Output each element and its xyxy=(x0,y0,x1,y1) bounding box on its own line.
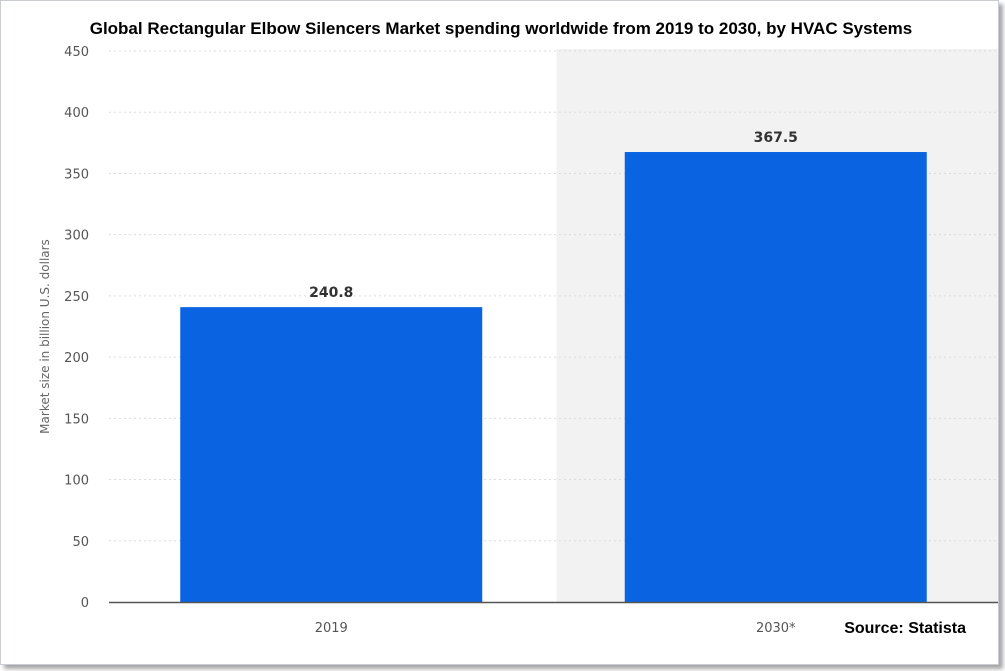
y-tick-label: 250 xyxy=(64,290,89,305)
y-tick-label: 400 xyxy=(64,106,89,121)
data-label: 367.5 xyxy=(754,130,798,146)
chart-title: Global Rectangular Elbow Silencers Marke… xyxy=(89,19,913,38)
source-note: Source: Statista xyxy=(844,620,966,637)
y-axis-title: Market size in billion U.S. dollars xyxy=(38,239,52,434)
y-tick-label: 350 xyxy=(64,167,89,182)
y-tick-label: 100 xyxy=(64,474,89,489)
y-tick-label: 300 xyxy=(64,229,89,244)
y-tick-label: 200 xyxy=(64,351,89,366)
y-tick-label: 450 xyxy=(64,45,89,60)
bar xyxy=(180,307,483,602)
y-tick-label: 50 xyxy=(72,535,89,550)
data-label: 240.8 xyxy=(309,285,353,301)
bar xyxy=(624,152,927,602)
y-tick-label: 0 xyxy=(81,596,89,611)
x-tick-label: 2030* xyxy=(756,621,796,636)
y-tick-label: 150 xyxy=(64,412,89,427)
x-tick-label: 2019 xyxy=(315,621,348,636)
